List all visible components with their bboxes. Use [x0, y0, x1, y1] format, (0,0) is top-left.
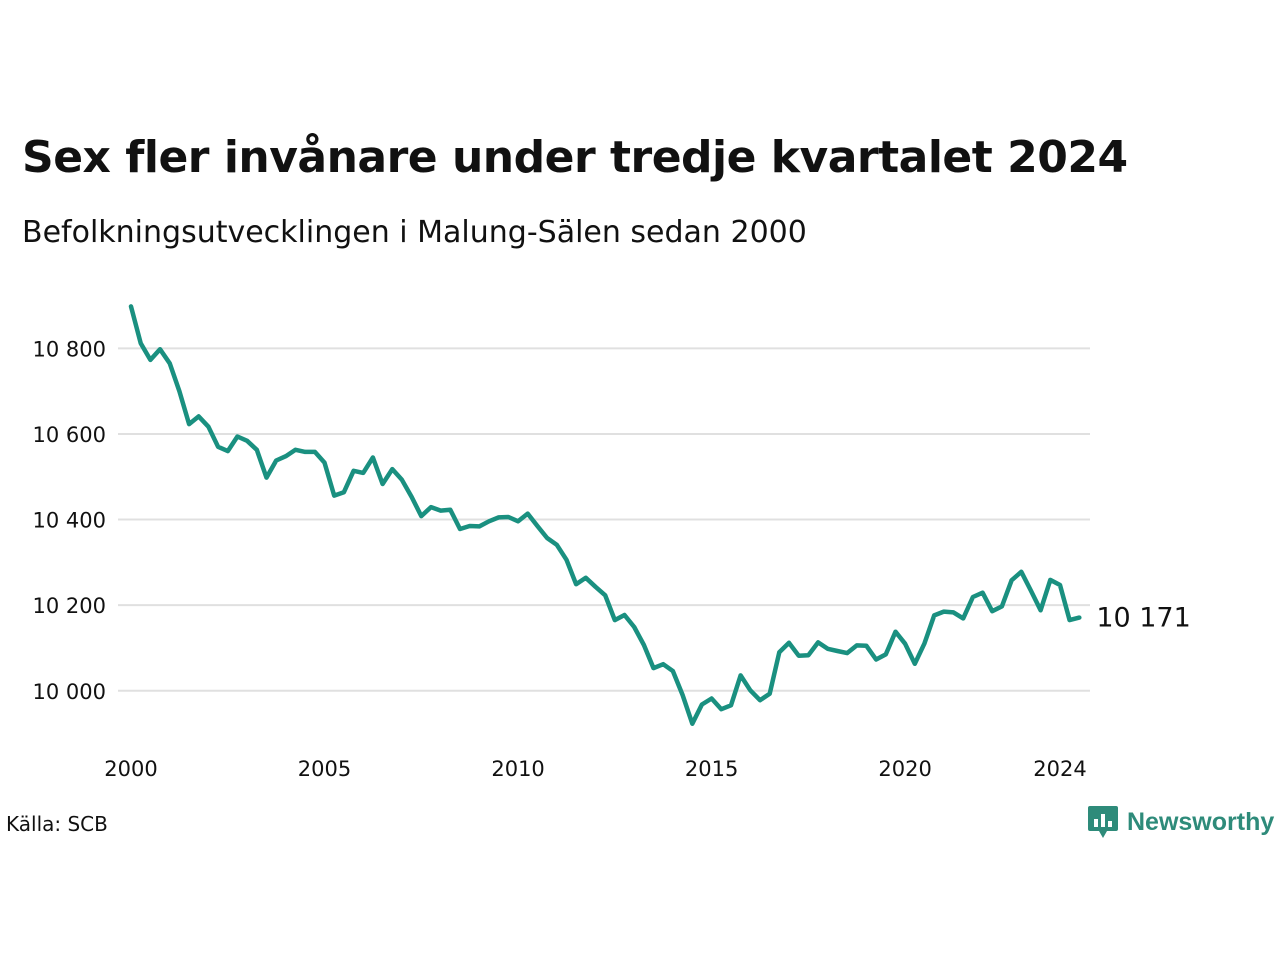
brand-name: Newsworthy [1127, 807, 1275, 836]
x-tick-label: 2010 [491, 757, 544, 781]
y-tick-label: 10 800 [33, 337, 106, 361]
y-axis-ticks: 10 000 10 200 10 400 10 600 10 800 [33, 337, 106, 703]
y-tick-label: 10 200 [33, 594, 106, 618]
end-value-label: 10 171 [1096, 603, 1190, 634]
x-tick-label: 2005 [298, 757, 351, 781]
y-tick-label: 10 400 [33, 509, 106, 533]
population-line [128, 304, 1082, 726]
x-axis-ticks: 2000 2005 2010 2015 2020 2024 [104, 757, 1086, 781]
source-note: Källa: SCB [6, 812, 108, 836]
grid-layer [118, 347, 1090, 692]
x-tick-label: 2024 [1033, 757, 1086, 781]
x-tick-label: 2015 [685, 757, 738, 781]
y-tick-label: 10 000 [33, 680, 106, 704]
y-tick-label: 10 600 [33, 423, 106, 447]
data-points [130, 306, 1080, 724]
chart-title: Sex fler invånare under tredje kvartalet… [22, 132, 1128, 183]
chart-subtitle: Befolkningsutvecklingen i Malung-Sälen s… [22, 215, 807, 250]
x-tick-label: 2020 [878, 757, 931, 781]
brand-logo: Newsworthy [1087, 804, 1274, 840]
newsworthy-logo-icon [1088, 806, 1118, 838]
x-tick-label: 2000 [104, 757, 157, 781]
